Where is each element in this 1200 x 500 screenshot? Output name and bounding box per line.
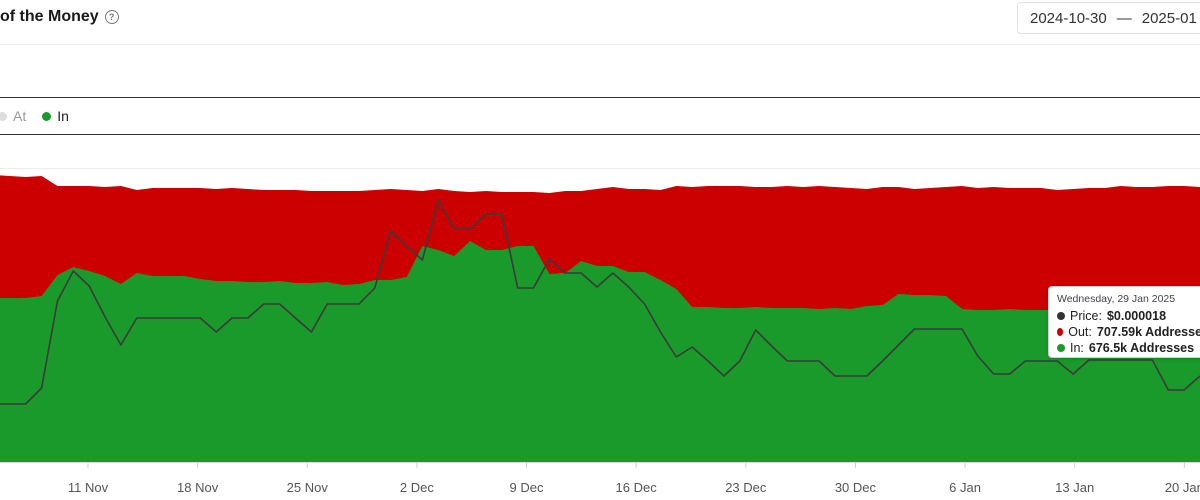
x-tick-label: 13 Jan (1055, 480, 1094, 495)
legend-item-at[interactable]: At (0, 108, 26, 124)
area-in (0, 241, 1200, 462)
x-tick-label: 23 Dec (725, 480, 767, 495)
grid-line-top (0, 168, 1200, 169)
tooltip-out-row: Out: 707.59k Addresses (1057, 324, 1200, 340)
tooltip-price-value: $0.000018 (1106, 309, 1167, 323)
x-tick-label: 9 Dec (510, 480, 544, 495)
price-dot-icon (1057, 312, 1065, 320)
x-tick-label: 16 Dec (616, 480, 658, 495)
page-title: of the Money ? (0, 8, 119, 26)
legend-dot-in (42, 111, 52, 121)
divider (0, 44, 1200, 45)
help-icon[interactable]: ? (104, 10, 119, 24)
legend-item-in[interactable]: In (42, 108, 69, 124)
x-tick-label: 25 Nov (287, 480, 329, 495)
date-range-picker[interactable]: 2024-10-30 — 2025-01 (1017, 2, 1200, 34)
date-end: 2025-01 (1141, 9, 1197, 27)
title-text: of the Money (0, 8, 99, 25)
legend-label-in: In (57, 108, 69, 124)
in-dot-icon (1057, 344, 1065, 352)
out-dot-icon (1057, 328, 1064, 336)
tooltip-in-label: In: (1070, 341, 1084, 355)
legend: At In (0, 97, 1200, 135)
tooltip-out-value: 707.59k Addresses (1096, 325, 1200, 339)
x-tick-label: 2 Dec (400, 480, 434, 495)
x-tick-label: 6 Jan (949, 480, 981, 495)
tooltip-price-label: Price: (1070, 309, 1102, 323)
x-tick-label: 20 Jan (1165, 480, 1200, 495)
price-line (0, 199, 1200, 405)
tooltip-in-row: In: 676.5k Addresses (1057, 340, 1200, 356)
tooltip-date: Wednesday, 29 Jan 2025 (1057, 293, 1176, 305)
tooltip-price-row: Price: $0.000018 (1057, 308, 1200, 324)
x-tick-label: 11 Nov (68, 480, 109, 495)
x-tick-label: 30 Dec (835, 480, 877, 495)
x-tick-label: 18 Nov (177, 480, 219, 495)
date-separator: — (1116, 9, 1132, 27)
tooltip-in-value: 676.5k Addresses (1088, 341, 1195, 355)
legend-dot-at (0, 111, 7, 121)
chart-tooltip: Wednesday, 29 Jan 2025 Price: $0.000018 … (1048, 286, 1200, 358)
date-start: 2024-10-30 (1030, 9, 1107, 27)
tooltip-out-label: Out: (1068, 325, 1092, 339)
legend-label-at: At (13, 108, 27, 124)
